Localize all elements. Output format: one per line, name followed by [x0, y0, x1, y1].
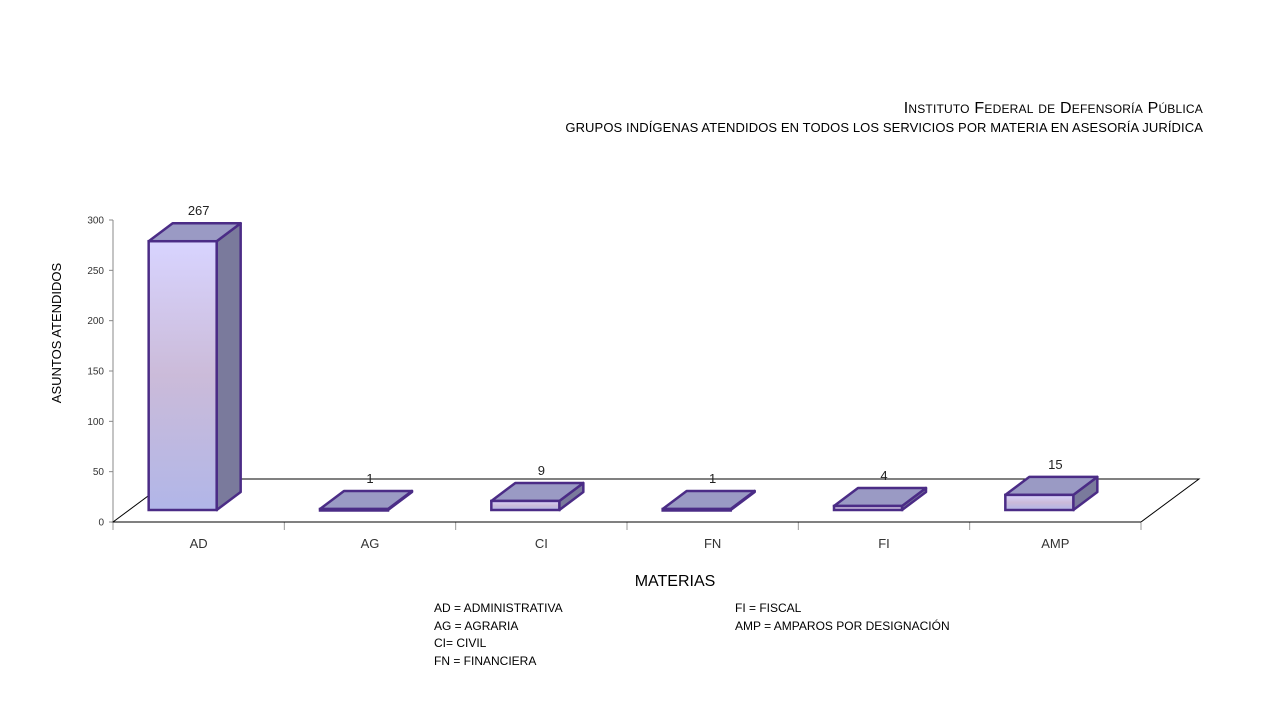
bar-amp	[1004, 475, 1099, 512]
bar-fi	[832, 486, 928, 512]
x-tick-label: CI	[535, 536, 548, 551]
bar-ad	[147, 221, 242, 512]
x-tick-label: AD	[190, 536, 208, 551]
y-tick-label: 150	[87, 367, 104, 378]
data-label: 1	[366, 471, 373, 486]
legend-item-fi: FI = FISCAL	[735, 601, 802, 615]
bar-top-face	[661, 489, 756, 511]
y-tick-label: 50	[93, 467, 105, 478]
bar-top-face	[318, 489, 414, 511]
legend-item-ci: CI= CIVIL	[434, 636, 487, 650]
bar-front-face	[1004, 493, 1075, 512]
bar-ci	[490, 481, 585, 512]
y-tick-label: 200	[87, 316, 104, 327]
data-label: 1	[709, 471, 716, 486]
data-label: 267	[188, 203, 210, 218]
chart-title-block: INSTITUTO FEDERAL DE DEFENSORÍA PÚBLICA …	[565, 100, 1203, 135]
bar-front-face	[147, 239, 218, 512]
bar-fn	[661, 489, 756, 512]
legend-right: FI = FISCAL AMP = AMPAROS POR DESIGNACIÓ…	[735, 600, 950, 635]
bar-side-face	[215, 221, 242, 512]
data-label: 4	[880, 468, 887, 483]
y-tick-label: 300	[87, 216, 104, 227]
y-tick-label: 250	[87, 266, 104, 277]
labels-layer: 267 1 9 1 4 15	[188, 203, 1063, 486]
legend-item-ag: AG = AGRARIA	[434, 618, 519, 633]
bar-front-face	[318, 507, 390, 512]
y-tick-label: 0	[98, 518, 104, 529]
legend-item-ad: AD = ADMINISTRATIVA	[434, 601, 563, 615]
bar-front-face	[490, 499, 561, 512]
legend-left: AD = ADMINISTRATIVA AG = AGRARIA CI= CIV…	[434, 600, 563, 670]
legend-item-fn: FN = FINANCIERA	[434, 653, 537, 668]
data-label: 9	[538, 463, 545, 478]
chart-subtitle: GRUPOS INDÍGENAS ATENDIDOS EN TODOS LOS …	[565, 120, 1203, 135]
y-tick-label: 100	[87, 417, 104, 428]
bar-ag	[318, 489, 414, 512]
x-tick-label: AG	[361, 536, 380, 551]
y-axis-title: ASUNTOS ATENDIDOS	[49, 262, 64, 403]
bar-front-face	[661, 507, 732, 512]
x-tick-label: AMP	[1041, 536, 1069, 551]
data-label: 15	[1048, 457, 1062, 472]
x-axis-title: MATERIAS	[635, 573, 716, 590]
x-tick-label: FN	[704, 536, 721, 551]
chart-title: INSTITUTO FEDERAL DE DEFENSORÍA PÚBLICA	[903, 100, 1203, 117]
x-tick-label: FI	[878, 536, 890, 551]
bars-layer	[147, 221, 1099, 512]
bar-front-face	[832, 504, 904, 512]
legend-item-amp: AMP = AMPAROS POR DESIGNACIÓN	[735, 618, 950, 633]
